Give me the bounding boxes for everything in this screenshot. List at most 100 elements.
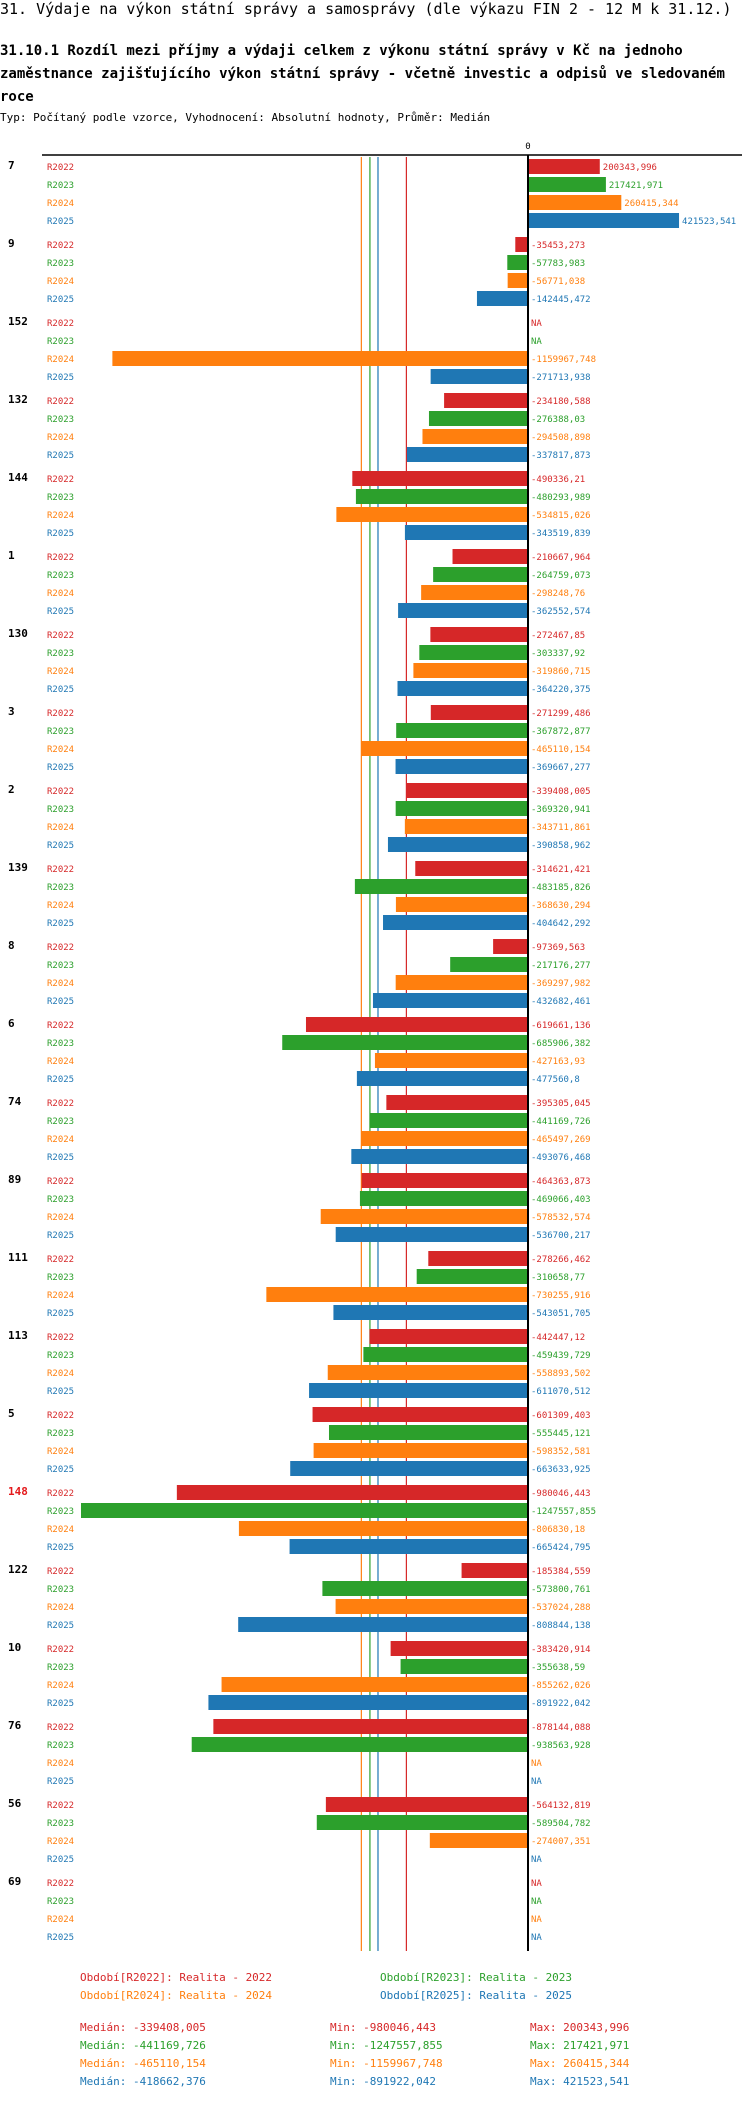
bar-r2023 (282, 1035, 528, 1050)
series-label: R2025 (47, 1855, 74, 1865)
bar-r2023 (428, 411, 528, 426)
data-label: NA (531, 1855, 542, 1865)
bar-r2023 (400, 1659, 528, 1674)
min-r2025: Min: -891922,042 (330, 2075, 436, 2088)
series-label: R2024 (47, 745, 74, 755)
data-label: -310658,77 (531, 1273, 585, 1283)
series-label: R2022 (47, 241, 74, 251)
data-label: -343519,839 (531, 529, 591, 539)
data-label: -469066,403 (531, 1195, 591, 1205)
series-label: R2023 (47, 649, 74, 659)
series-label: R2023 (47, 1273, 74, 1283)
data-label: -891922,042 (531, 1699, 591, 1709)
category-label: 132 (8, 393, 28, 406)
median-r2024: Medián: -465110,154 (80, 2057, 206, 2070)
bar-r2023 (363, 1347, 528, 1362)
series-label: R2025 (47, 1933, 74, 1943)
bar-r2022 (305, 1017, 528, 1032)
series-label: R2022 (47, 1567, 74, 1577)
category-label: 3 (8, 705, 15, 718)
bar-r2022 (528, 159, 600, 174)
series-label: R2024 (47, 355, 74, 365)
data-label: NA (531, 1777, 542, 1787)
series-label: R2023 (47, 259, 74, 269)
data-label: -938563,928 (531, 1741, 591, 1751)
data-label: NA (531, 1915, 542, 1925)
max-r2023: Max: 217421,971 (530, 2039, 630, 2052)
bar-r2025 (430, 369, 528, 384)
bar-r2025 (398, 603, 528, 618)
bar-r2023 (450, 957, 528, 972)
series-label: R2023 (47, 1507, 74, 1517)
series-label: R2023 (47, 1663, 74, 1673)
min-r2024: Min: -1159967,748 (330, 2057, 443, 2070)
bar-r2023 (396, 723, 528, 738)
series-label: R2025 (47, 373, 74, 383)
bar-r2023 (507, 255, 528, 270)
data-label: -536700,217 (531, 1231, 591, 1241)
bar-r2024 (320, 1209, 528, 1224)
data-label: -210667,964 (531, 553, 591, 563)
data-label: -808844,138 (531, 1621, 591, 1631)
legend-period-r2022: Období[R2022]: Realita - 2022 (80, 1971, 273, 1984)
series-label: R2024 (47, 589, 74, 599)
series-label: R2025 (47, 763, 74, 773)
data-label: -442447,12 (531, 1333, 585, 1343)
bar-chart: 0 7 R2022 200343,996 R2023 217421,971 R2024 260… (8, 142, 742, 1951)
data-label: -611070,512 (531, 1387, 591, 1397)
data-label: -465110,154 (531, 745, 591, 755)
category-label: 2 (8, 783, 15, 796)
legend-period-r2023: Období[R2023]: Realita - 2023 (380, 1971, 573, 1984)
bar-r2024 (112, 351, 528, 366)
category-label: 130 (8, 627, 28, 640)
category-label: 9 (8, 237, 15, 250)
bar-r2022 (213, 1719, 528, 1734)
data-label: NA (531, 319, 542, 329)
data-label: -369667,277 (531, 763, 591, 773)
data-label: NA (531, 1897, 542, 1907)
series-label: R2022 (47, 1255, 74, 1265)
data-label: -234180,588 (531, 397, 591, 407)
bar-r2024 (374, 1053, 528, 1068)
category-label: 144 (8, 471, 28, 484)
series-label: R2022 (47, 1099, 74, 1109)
series-label: R2024 (47, 1369, 74, 1379)
bar-r2022 (390, 1641, 528, 1656)
bar-r2024 (395, 897, 528, 912)
bar-r2023 (528, 177, 606, 192)
data-label: -264759,073 (531, 571, 591, 581)
series-label: R2023 (47, 181, 74, 191)
data-label: -537024,288 (531, 1603, 591, 1613)
data-label: NA (531, 1933, 542, 1943)
data-label: -665424,795 (531, 1543, 591, 1553)
series-label: R2022 (47, 709, 74, 719)
category-label: 69 (8, 1875, 21, 1888)
series-label: R2025 (47, 1387, 74, 1397)
series-label: R2023 (47, 805, 74, 815)
data-label: NA (531, 1879, 542, 1889)
category-label: 148 (8, 1485, 28, 1498)
data-label: -663633,925 (531, 1465, 591, 1475)
series-label: R2025 (47, 607, 74, 617)
data-label: -480293,989 (531, 493, 591, 503)
data-label: -369320,941 (531, 805, 591, 815)
data-label: -578532,574 (531, 1213, 591, 1223)
legend-period-r2024: Období[R2024]: Realita - 2024 (80, 1989, 273, 2002)
series-label: R2024 (47, 667, 74, 677)
median-r2025: Medián: -418662,376 (80, 2075, 206, 2088)
bar-r2023 (369, 1113, 528, 1128)
series-label: R2023 (47, 1741, 74, 1751)
bar-r2025 (406, 447, 528, 462)
bar-r2025 (309, 1383, 528, 1398)
data-label: -432682,461 (531, 997, 591, 1007)
series-label: R2022 (47, 1723, 74, 1733)
bar-r2022 (428, 1251, 528, 1266)
series-label: R2023 (47, 337, 74, 347)
data-label: -368630,294 (531, 901, 591, 911)
data-label: -276388,03 (531, 415, 585, 425)
bar-r2023 (328, 1425, 528, 1440)
bar-r2024 (507, 273, 528, 288)
bar-r2023 (359, 1191, 528, 1206)
data-label: -589504,782 (531, 1819, 591, 1829)
data-label: -362552,574 (531, 607, 591, 617)
